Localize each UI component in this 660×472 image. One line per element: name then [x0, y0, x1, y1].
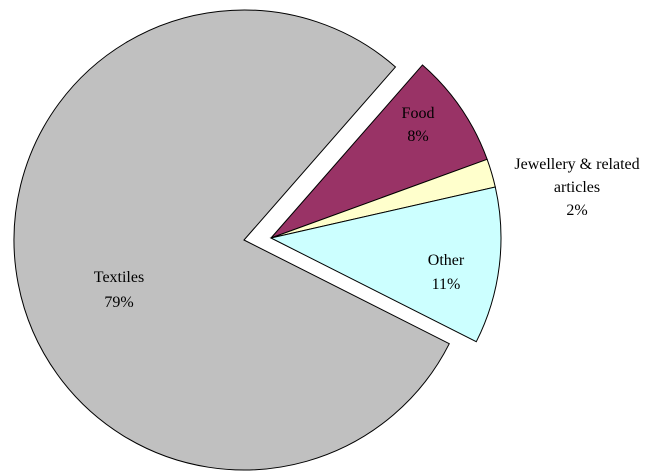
data-label-textiles-percent: 79%: [104, 294, 133, 311]
data-label-food-name: Food: [402, 105, 435, 122]
data-label-jewellery-related-articles-percent: 2%: [566, 202, 587, 219]
data-label-other-percent: 11%: [432, 276, 461, 293]
data-label-jewellery-related-articles-name: Jewellery & related: [514, 156, 639, 173]
data-label-textiles-name: Textiles: [94, 269, 144, 286]
data-label-food-percent: 8%: [407, 128, 428, 145]
data-label-jewellery-related-articles-name: articles: [554, 179, 600, 196]
pie-slice-textiles: [13, 9, 450, 471]
data-label-other-name: Other: [428, 252, 465, 269]
pie-slice-other: [269, 186, 502, 343]
pie-slice-food: [270, 64, 488, 239]
